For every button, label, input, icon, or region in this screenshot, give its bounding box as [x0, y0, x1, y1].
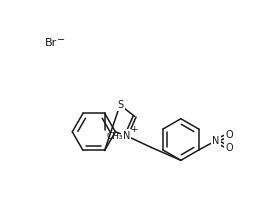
Text: Br: Br — [45, 37, 58, 47]
Text: S: S — [117, 100, 123, 110]
Text: O: O — [226, 143, 233, 153]
Text: N: N — [122, 131, 130, 141]
Text: CH₃: CH₃ — [106, 132, 123, 141]
Text: O: O — [226, 130, 233, 140]
Text: +: + — [130, 125, 138, 134]
Text: N: N — [212, 136, 219, 146]
Text: −: − — [57, 35, 65, 45]
